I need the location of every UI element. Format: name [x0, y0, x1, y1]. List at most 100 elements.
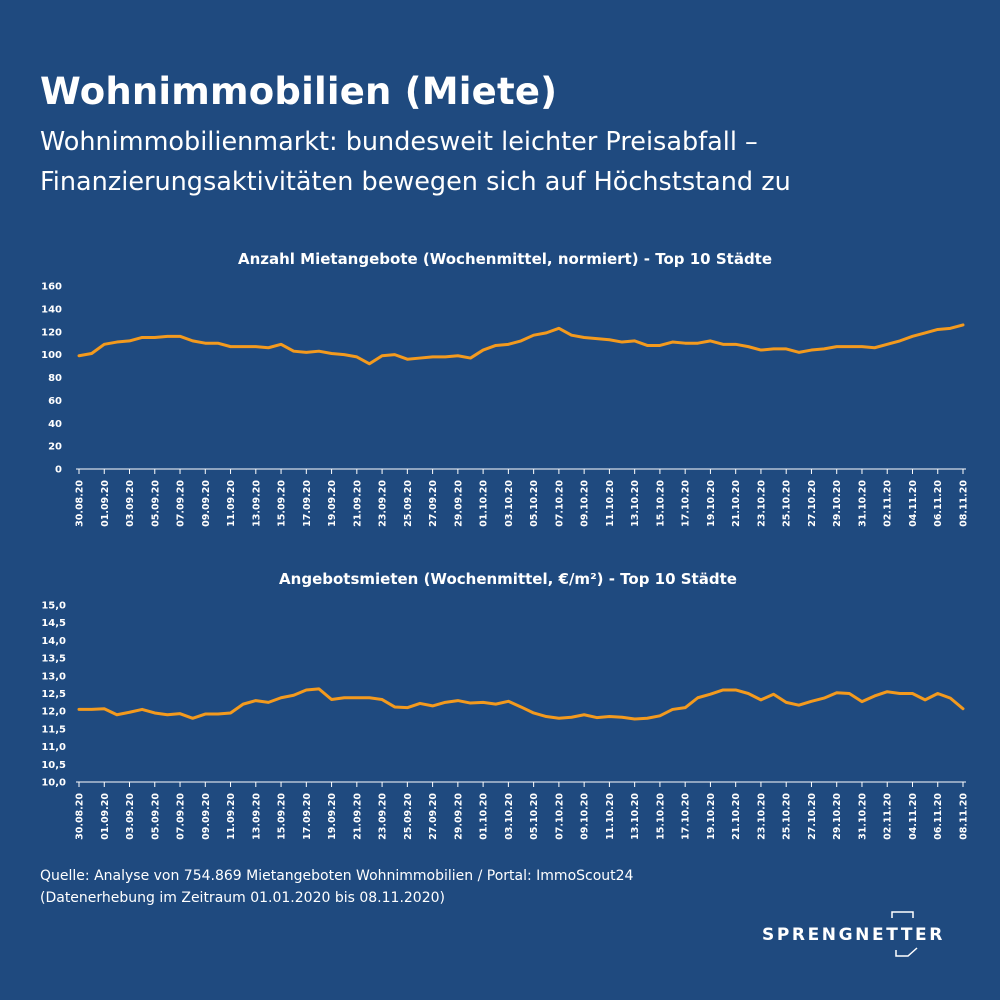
x-tick-label: 27.10.20: [807, 480, 818, 527]
x-tick-label: 07.09.20: [176, 793, 187, 840]
x-tick-label: 21.09.20: [352, 793, 363, 840]
x-tick-label: 31.10.20: [857, 480, 868, 527]
x-tick-label: 05.10.20: [529, 793, 540, 840]
x-tick-label: 09.10.20: [580, 793, 591, 840]
x-tick-label: 21.10.20: [731, 793, 742, 840]
x-tick-label: 29.09.20: [453, 480, 464, 527]
y-tick-label: 10,0: [41, 778, 66, 789]
x-tick-label: 03.09.20: [125, 793, 136, 840]
y-tick-label: 14,0: [41, 636, 66, 647]
x-tick-label: 29.09.20: [453, 793, 464, 840]
x-tick-label: 05.09.20: [150, 480, 161, 527]
y-tick-label: 13,0: [41, 671, 66, 682]
y-tick-label: 140: [41, 304, 62, 315]
subtitle-line-2: Finanzierungsaktivitäten bewegen sich au…: [40, 167, 791, 197]
x-tick-label: 31.10.20: [857, 793, 868, 840]
x-tick-label: 07.09.20: [176, 480, 187, 527]
y-tick-label: 0: [55, 465, 62, 476]
x-tick-label: 15.09.20: [277, 793, 288, 840]
x-tick-label: 05.09.20: [150, 793, 161, 840]
y-tick-label: 100: [41, 350, 62, 361]
x-tick-label: 17.09.20: [302, 793, 313, 840]
y-tick-label: 12,0: [41, 707, 66, 718]
x-tick-label: 02.11.20: [883, 480, 894, 527]
x-tick-label: 21.10.20: [731, 480, 742, 527]
x-tick-label: 09.09.20: [201, 480, 212, 527]
x-tick-label: 17.09.20: [302, 480, 313, 527]
x-tick-label: 23.10.20: [756, 480, 767, 527]
x-tick-label: 01.09.20: [100, 480, 111, 527]
y-tick-label: 40: [48, 419, 62, 430]
x-tick-label: 07.10.20: [554, 793, 565, 840]
x-tick-label: 07.10.20: [554, 480, 565, 527]
x-tick-label: 04.11.20: [908, 793, 919, 840]
series-line: [77, 323, 965, 366]
x-tick-label: 23.09.20: [378, 793, 389, 840]
x-tick-label: 06.11.20: [933, 480, 944, 527]
x-tick-label: 03.10.20: [504, 793, 515, 840]
x-tick-label: 09.10.20: [580, 480, 591, 527]
series-line: [77, 687, 965, 721]
sprengnetter-logo: SPRENGNETTER: [762, 910, 962, 960]
asking-rents-chart: Angebotsmieten (Wochenmittel, €/m²) - To…: [41, 570, 970, 840]
x-axis-ticks: 30.08.20 01.09.20 03.09.20 05.09.20 07.09.20…: [75, 469, 970, 527]
y-tick-label: 11,5: [41, 724, 66, 735]
x-tick-label: 27.09.20: [428, 793, 439, 840]
x-tick-label: 05.10.20: [529, 480, 540, 527]
x-tick-label: 19.09.20: [327, 480, 338, 527]
x-tick-label: 02.11.20: [883, 793, 894, 840]
x-tick-label: 25.10.20: [782, 480, 793, 527]
x-tick-label: 25.09.20: [403, 793, 414, 840]
x-tick-label: 19.09.20: [327, 793, 338, 840]
x-tick-label: 01.10.20: [479, 480, 490, 527]
y-tick-label: 15,0: [41, 601, 66, 612]
x-tick-label: 17.10.20: [681, 480, 692, 527]
y-tick-label: 120: [41, 327, 62, 338]
y-tick-label: 12,5: [41, 689, 66, 700]
x-tick-label: 15.09.20: [277, 480, 288, 527]
y-tick-label: 60: [48, 396, 62, 407]
y-axis-ticks: 10,0 10,5 11,0 11,5 12,0 12,5 13,0 13,5 14,0 14,5…: [41, 601, 66, 789]
page-title: Wohnimmobilien (Miete): [40, 70, 558, 113]
x-tick-label: 25.09.20: [403, 480, 414, 527]
x-tick-label: 06.11.20: [933, 793, 944, 840]
x-tick-label: 23.09.20: [378, 480, 389, 527]
y-axis-ticks: 0 20 40 60 80 100 120 140 160: [41, 282, 62, 476]
x-tick-label: 11.10.20: [605, 793, 616, 840]
x-tick-label: 29.10.20: [832, 480, 843, 527]
x-tick-label: 13.09.20: [251, 480, 262, 527]
x-tick-label: 30.08.20: [75, 793, 86, 840]
x-tick-label: 25.10.20: [782, 793, 793, 840]
x-tick-label: 11.10.20: [605, 480, 616, 527]
rental-offers-chart: Anzahl Mietangebote (Wochenmittel, normi…: [41, 250, 970, 527]
x-tick-label: 15.10.20: [655, 480, 666, 527]
logo-text: SPRENGNETTER: [762, 925, 945, 945]
x-tick-label: 27.09.20: [428, 480, 439, 527]
x-tick-label: 29.10.20: [832, 793, 843, 840]
x-tick-label: 27.10.20: [807, 793, 818, 840]
x-tick-label: 19.10.20: [706, 793, 717, 840]
x-tick-label: 11.09.20: [226, 793, 237, 840]
y-tick-label: 14,5: [41, 618, 66, 629]
source-note: Quelle: Analyse von 754.869 Mietangebote…: [40, 868, 634, 884]
x-tick-label: 30.08.20: [75, 480, 86, 527]
x-tick-label: 08.11.20: [959, 793, 970, 840]
subtitle-line-1: Wohnimmobilienmarkt: bundesweit leichter…: [40, 127, 758, 157]
y-tick-label: 10,5: [41, 760, 66, 771]
chart-title: Angebotsmieten (Wochenmittel, €/m²) - To…: [279, 570, 737, 588]
x-tick-label: 01.09.20: [100, 793, 111, 840]
y-tick-label: 160: [41, 282, 62, 293]
x-tick-label: 19.10.20: [706, 480, 717, 527]
y-tick-label: 20: [48, 442, 62, 453]
x-tick-label: 21.09.20: [352, 480, 363, 527]
x-tick-label: 03.09.20: [125, 480, 136, 527]
x-tick-label: 13.10.20: [630, 480, 641, 527]
x-tick-label: 13.09.20: [251, 793, 262, 840]
y-tick-label: 11,0: [41, 742, 66, 753]
x-tick-label: 01.10.20: [479, 793, 490, 840]
x-tick-label: 08.11.20: [959, 480, 970, 527]
x-tick-label: 17.10.20: [681, 793, 692, 840]
x-tick-label: 03.10.20: [504, 480, 515, 527]
chart-title: Anzahl Mietangebote (Wochenmittel, normi…: [238, 250, 772, 268]
x-tick-label: 09.09.20: [201, 793, 212, 840]
